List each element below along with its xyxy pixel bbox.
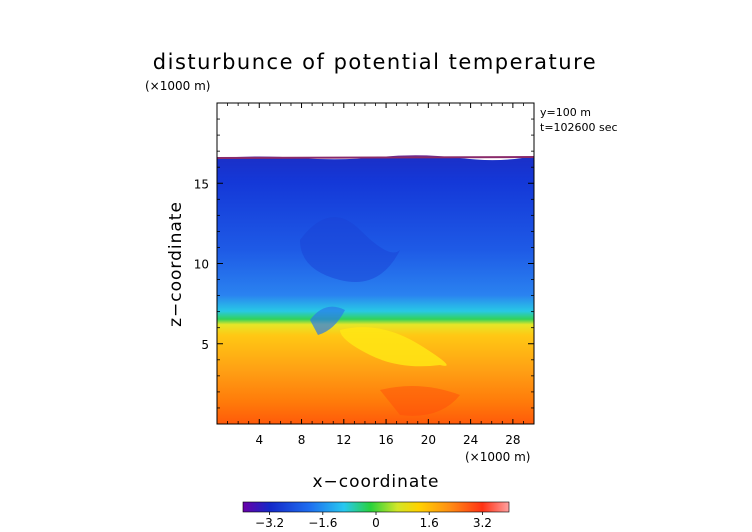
field-top-boundary xyxy=(217,156,534,159)
colorbar-ticks: −3.2 −1.6 0 1.6 3.2 xyxy=(255,512,492,530)
x-tick-label: 4 xyxy=(255,433,263,447)
cool-intrusion xyxy=(310,306,345,335)
annotation-time: t=102600 sec xyxy=(540,121,618,134)
x-tick-label: 28 xyxy=(505,433,520,447)
plot-area xyxy=(217,103,534,424)
y-unit-label: (×1000 m) xyxy=(145,79,210,93)
y-axis: 5 10 15 xyxy=(194,118,534,409)
y-tick-label: 15 xyxy=(194,177,209,191)
colorbar-tick-label: 3.2 xyxy=(473,516,492,530)
colorbar-tick-label: −1.6 xyxy=(308,516,337,530)
y-tick-label: 10 xyxy=(194,258,209,272)
x-tick-label: 16 xyxy=(378,433,393,447)
chart-title: disturbunce of potential temperature xyxy=(153,50,597,74)
y-tick-label: 5 xyxy=(201,338,209,352)
colorbar xyxy=(242,501,510,513)
warm-tongue xyxy=(340,327,447,367)
x-tick-label: 12 xyxy=(336,433,351,447)
warm-core xyxy=(380,386,460,416)
y-axis-label: z−coordinate xyxy=(166,201,186,327)
cold-eddy xyxy=(300,217,400,282)
temperature-field xyxy=(217,155,534,424)
colorbar-tick-label: 0 xyxy=(372,516,380,530)
colorbar-tick-label: 1.6 xyxy=(420,516,439,530)
x-axis-label: x−coordinate xyxy=(313,472,440,492)
x-axis: 4 8 12 16 20 24 28 xyxy=(227,103,524,447)
x-unit-label: (×1000 m) xyxy=(465,450,530,464)
annotation-y-position: y=100 m xyxy=(540,106,591,119)
colorbar-tick-label: −3.2 xyxy=(255,516,284,530)
x-tick-label: 20 xyxy=(421,433,436,447)
x-tick-label: 8 xyxy=(298,433,306,447)
x-tick-label: 24 xyxy=(463,433,478,447)
